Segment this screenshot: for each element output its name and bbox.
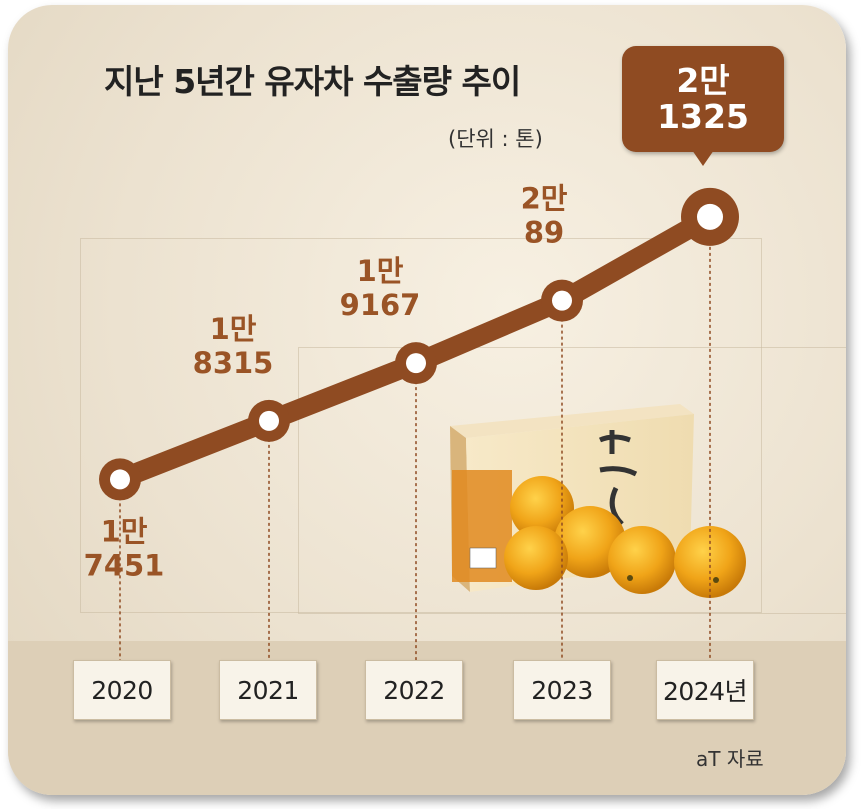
- value-label-bottom-2023: 89: [524, 216, 564, 250]
- value-label-bottom-2021: 8315: [193, 346, 274, 380]
- year-label-2020: 2020: [73, 660, 171, 720]
- highlight-badge-2024: 2만 1325: [622, 46, 784, 152]
- data-point-center-2020: [110, 469, 130, 490]
- frame-right: [298, 347, 846, 614]
- badge-line-1: 2만: [676, 61, 730, 100]
- badge-line-2: 1325: [657, 97, 749, 136]
- year-label-2023: 2023: [513, 660, 611, 720]
- year-label-2021: 2021: [219, 660, 317, 720]
- data-point-center-2023: [552, 290, 572, 311]
- value-label-bottom-2022: 9167: [340, 288, 421, 322]
- value-label-bottom-2020: 7451: [84, 548, 165, 582]
- data-point-center-2024년: [697, 203, 723, 230]
- yuzu-fruits: [504, 476, 746, 598]
- data-point-center-2022: [406, 353, 426, 374]
- value-label-top-2021: 1만: [210, 312, 257, 346]
- chart-title: 지난 5년간 유자차 수출량 추이: [104, 62, 521, 101]
- value-label-top-2023: 2만: [521, 182, 568, 216]
- year-label-2024: 2024년: [656, 660, 754, 720]
- data-point-center-2021: [259, 410, 279, 431]
- badge-pointer: [692, 150, 714, 166]
- frame-left: [80, 238, 762, 613]
- unit-label: (단위 : 톤): [448, 127, 543, 151]
- drop-lines: [119, 216, 711, 660]
- value-label-top-2022: 1만: [357, 254, 404, 288]
- year-label-2022: 2022: [365, 660, 463, 720]
- source-label: aT 자료: [696, 747, 764, 771]
- data-markers: [99, 187, 739, 501]
- value-label-top-2020: 1만: [101, 514, 148, 548]
